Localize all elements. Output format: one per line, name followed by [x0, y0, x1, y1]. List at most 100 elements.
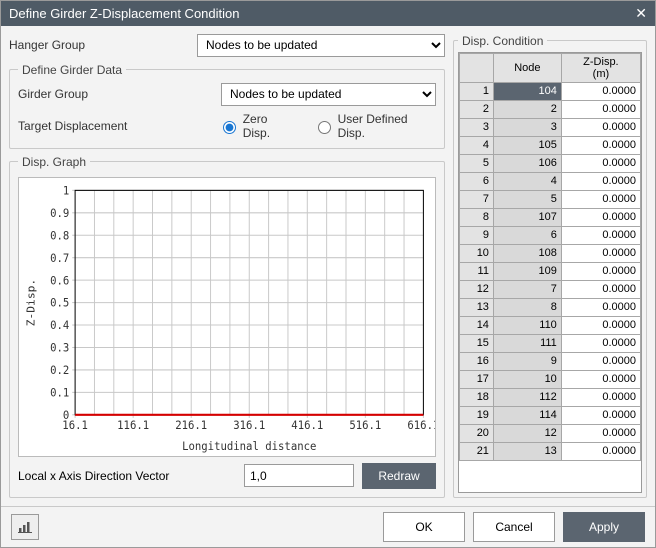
- cell-node: 106: [493, 154, 561, 172]
- cell-zdisp: 0.0000: [561, 334, 640, 352]
- cell-zdisp: 0.0000: [561, 226, 640, 244]
- cell-zdisp: 0.0000: [561, 442, 640, 460]
- svg-text:Longitudinal distance: Longitudinal distance: [182, 439, 316, 452]
- table-row[interactable]: 81070.0000: [460, 208, 641, 226]
- cell-node: 114: [493, 406, 561, 424]
- table-row[interactable]: 141100.0000: [460, 316, 641, 334]
- col-node: Node: [493, 53, 561, 82]
- cell-node: 107: [493, 208, 561, 226]
- disp-graph-fieldset: Disp. Graph 00.10.20.30.40.50.60.70.80.9…: [9, 155, 445, 498]
- svg-text:416.1: 416.1: [291, 419, 323, 432]
- cell-index: 18: [460, 388, 494, 406]
- cell-zdisp: 0.0000: [561, 388, 640, 406]
- table-row[interactable]: 191140.0000: [460, 406, 641, 424]
- cell-index: 6: [460, 172, 494, 190]
- close-icon[interactable]: ✕: [635, 5, 647, 22]
- table-row[interactable]: 1270.0000: [460, 280, 641, 298]
- cell-index: 13: [460, 298, 494, 316]
- cell-node: 104: [493, 82, 561, 100]
- cell-node: 8: [493, 298, 561, 316]
- vector-input[interactable]: [244, 464, 354, 487]
- zero-disp-radio[interactable]: Zero Disp.: [218, 112, 297, 140]
- table-row[interactable]: 41050.0000: [460, 136, 641, 154]
- cell-zdisp: 0.0000: [561, 154, 640, 172]
- table-row[interactable]: 220.0000: [460, 100, 641, 118]
- footer: OK Cancel Apply: [1, 506, 655, 547]
- svg-text:Z-Disp.: Z-Disp.: [25, 279, 38, 327]
- girder-data-legend: Define Girder Data: [18, 63, 126, 77]
- table-row[interactable]: 1690.0000: [460, 352, 641, 370]
- table-row[interactable]: 640.0000: [460, 172, 641, 190]
- cancel-button[interactable]: Cancel: [473, 512, 555, 542]
- table-row[interactable]: 151110.0000: [460, 334, 641, 352]
- disp-graph: 00.10.20.30.40.50.60.70.80.9116.1116.121…: [18, 177, 436, 457]
- svg-text:0.3: 0.3: [50, 341, 69, 354]
- table-row[interactable]: 750.0000: [460, 190, 641, 208]
- table-row[interactable]: 111090.0000: [460, 262, 641, 280]
- cell-node: 10: [493, 370, 561, 388]
- cell-zdisp: 0.0000: [561, 370, 640, 388]
- cell-zdisp: 0.0000: [561, 118, 640, 136]
- chart-icon-button[interactable]: [11, 514, 39, 540]
- table-row[interactable]: 101080.0000: [460, 244, 641, 262]
- table-row[interactable]: 11040.0000: [460, 82, 641, 100]
- left-column: Hanger Group Nodes to be updated Define …: [9, 34, 445, 498]
- target-disp-radios: Zero Disp. User Defined Disp.: [218, 112, 436, 140]
- table-row[interactable]: 21130.0000: [460, 442, 641, 460]
- cell-index: 5: [460, 154, 494, 172]
- cell-zdisp: 0.0000: [561, 136, 640, 154]
- girder-data-fieldset: Define Girder Data Girder Group Nodes to…: [9, 63, 445, 149]
- table-row[interactable]: 17100.0000: [460, 370, 641, 388]
- cell-index: 19: [460, 406, 494, 424]
- svg-text:0.8: 0.8: [50, 229, 69, 242]
- target-disp-label: Target Displacement: [18, 119, 210, 133]
- svg-text:0.6: 0.6: [50, 274, 69, 287]
- cell-index: 1: [460, 82, 494, 100]
- svg-text:0.5: 0.5: [50, 296, 69, 309]
- user-disp-radio[interactable]: User Defined Disp.: [313, 112, 436, 140]
- cell-node: 12: [493, 424, 561, 442]
- cell-node: 110: [493, 316, 561, 334]
- cell-index: 7: [460, 190, 494, 208]
- girder-group-label: Girder Group: [18, 87, 213, 101]
- cell-zdisp: 0.0000: [561, 172, 640, 190]
- zero-disp-radio-input[interactable]: [223, 121, 236, 134]
- cell-zdisp: 0.0000: [561, 262, 640, 280]
- vector-row: Local x Axis Direction Vector Redraw: [18, 463, 436, 489]
- table-row[interactable]: 330.0000: [460, 118, 641, 136]
- table-row[interactable]: 960.0000: [460, 226, 641, 244]
- vector-label: Local x Axis Direction Vector: [18, 469, 236, 483]
- disp-graph-legend: Disp. Graph: [18, 155, 90, 169]
- table-row[interactable]: 20120.0000: [460, 424, 641, 442]
- svg-text:316.1: 316.1: [233, 419, 265, 432]
- cell-index: 14: [460, 316, 494, 334]
- cell-node: 105: [493, 136, 561, 154]
- user-disp-radio-input[interactable]: [318, 121, 331, 134]
- girder-group-combo[interactable]: Nodes to be updated: [221, 83, 436, 106]
- cell-index: 9: [460, 226, 494, 244]
- table-row[interactable]: 51060.0000: [460, 154, 641, 172]
- cell-node: 7: [493, 280, 561, 298]
- cell-index: 10: [460, 244, 494, 262]
- hanger-group-row: Hanger Group Nodes to be updated: [9, 34, 445, 57]
- disp-condition-table-wrap[interactable]: Node Z-Disp. (m) 11040.0000220.0000330.0…: [458, 52, 642, 493]
- dialog-window: Define Girder Z-Displacement Condition ✕…: [0, 0, 656, 548]
- table-header-row: Node Z-Disp. (m): [460, 53, 641, 82]
- cell-node: 6: [493, 226, 561, 244]
- cell-index: 16: [460, 352, 494, 370]
- cell-index: 15: [460, 334, 494, 352]
- cell-zdisp: 0.0000: [561, 280, 640, 298]
- table-row[interactable]: 1380.0000: [460, 298, 641, 316]
- svg-text:0.7: 0.7: [50, 251, 69, 264]
- cell-index: 20: [460, 424, 494, 442]
- redraw-button[interactable]: Redraw: [362, 463, 436, 489]
- hanger-group-combo[interactable]: Nodes to be updated: [197, 34, 445, 57]
- svg-text:0.1: 0.1: [50, 386, 69, 399]
- window-title: Define Girder Z-Displacement Condition: [9, 6, 239, 21]
- apply-button[interactable]: Apply: [563, 512, 645, 542]
- cell-index: 12: [460, 280, 494, 298]
- svg-text:616.1: 616.1: [407, 419, 435, 432]
- ok-button[interactable]: OK: [383, 512, 465, 542]
- table-row[interactable]: 181120.0000: [460, 388, 641, 406]
- cell-zdisp: 0.0000: [561, 406, 640, 424]
